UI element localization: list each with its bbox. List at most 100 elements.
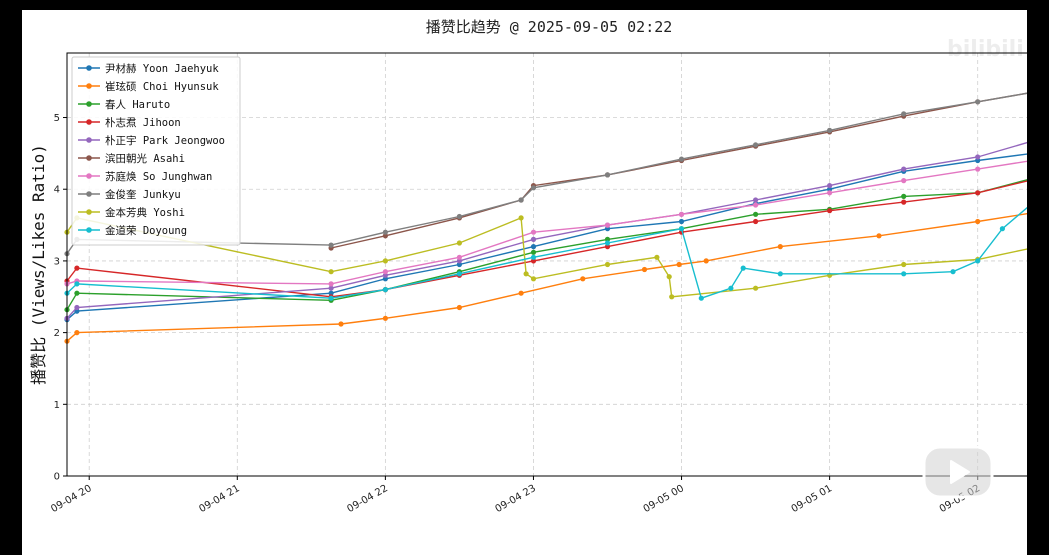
data-point [456, 213, 462, 220]
legend-marker [86, 155, 92, 161]
legend-marker [86, 173, 92, 179]
legend-label: 金道荣 Doyoung [105, 224, 187, 237]
data-point [676, 261, 682, 268]
data-point [382, 315, 388, 321]
y-tick-label: 4 [54, 185, 60, 196]
legend-label: 春人 Haruto [105, 99, 170, 111]
legend-box [71, 56, 241, 246]
data-point [74, 281, 80, 287]
series-5 [328, 92, 1027, 251]
series-line [66, 212, 1027, 342]
data-point [753, 202, 759, 208]
legend-marker [86, 191, 92, 197]
data-point [901, 199, 907, 205]
data-point [753, 285, 759, 291]
data-point [382, 233, 388, 239]
series-line [66, 92, 1027, 255]
data-point [753, 197, 759, 203]
data-point [74, 304, 80, 311]
data-point [975, 190, 981, 196]
data-point [678, 218, 685, 225]
data-point [753, 218, 759, 225]
data-point [328, 269, 334, 275]
data-point [530, 254, 537, 260]
data-point [975, 218, 981, 225]
data-point [456, 240, 462, 246]
data-point [382, 229, 388, 235]
data-point [338, 321, 344, 327]
data-point [328, 295, 334, 301]
data-point [382, 272, 388, 278]
x-tick-label: 09-04 21 [197, 483, 241, 515]
data-point [999, 226, 1006, 232]
data-point [382, 287, 388, 293]
series-6 [64, 160, 1027, 287]
plot-border [66, 52, 1027, 477]
legend-item: 金俊奎 Junkyu [78, 188, 181, 201]
legend-marker [86, 65, 92, 71]
data-point [827, 127, 833, 133]
data-point [901, 261, 907, 268]
series-1 [64, 212, 1027, 344]
data-point [530, 229, 537, 235]
data-point [456, 304, 462, 311]
data-point [328, 281, 334, 287]
legend-marker [86, 83, 92, 89]
legend: 尹材赫 Yoon Jaehyuk 崔玹硕 Choi Hyunsuk 春人 Harut… [71, 56, 241, 246]
data-point [901, 271, 907, 277]
legend-marker [86, 119, 92, 125]
data-point [901, 111, 907, 117]
data-point [827, 208, 833, 214]
data-point [827, 183, 833, 189]
y-tick-label: 0 [54, 472, 60, 483]
data-point [530, 276, 537, 282]
x-tick-label: 09-04 20 [49, 483, 93, 515]
data-point [518, 215, 524, 221]
data-point [530, 258, 537, 264]
legend-marker [86, 101, 92, 107]
data-point [382, 258, 388, 264]
watermark: bilibili [947, 37, 1024, 62]
legend-item: 春人 Haruto [78, 99, 170, 111]
legend-item: 朴志焄 Jihoon [78, 116, 181, 129]
data-point [604, 240, 611, 246]
data-point [530, 244, 537, 250]
data-point [456, 271, 462, 277]
play-button[interactable] [921, 435, 995, 501]
data-point [604, 222, 611, 228]
x-tick-label: 09-05 01 [790, 483, 834, 515]
data-point [975, 166, 981, 172]
legend-item: 尹材赫 Yoon Jaehyuk [78, 62, 219, 75]
data-point [530, 249, 537, 255]
y-tick-label: 5 [54, 113, 60, 124]
data-point [604, 226, 611, 232]
data-point [654, 254, 660, 260]
legend-item: 金道荣 Doyoung [78, 224, 187, 237]
chart: 播赞比趋势 @ 2025-09-05 02:22 bilibili 0 1 2 3 4 5… [29, 18, 1027, 515]
data-point [740, 265, 746, 271]
data-point [753, 142, 759, 148]
y-tick-label: 3 [54, 256, 60, 267]
data-point [518, 197, 524, 203]
data-point [950, 269, 956, 275]
x-tick-label: 09-05 00 [642, 483, 686, 515]
data-point [669, 294, 675, 300]
data-point [523, 271, 529, 277]
chart-frame: 播赞比趋势 @ 2025-09-05 02:22 bilibili 0 1 2 3 4 5… [22, 10, 1027, 555]
data-point [678, 156, 685, 162]
data-point [901, 166, 907, 172]
data-point [728, 285, 734, 291]
data-point [753, 211, 759, 217]
legend-marker [86, 209, 92, 215]
legend-label: 金俊奎 Junkyu [105, 188, 181, 201]
data-point [777, 244, 783, 250]
legend-marker [86, 137, 92, 143]
legend-item: 朴正宇 Park Jeongwoo [78, 134, 225, 147]
data-point [678, 211, 685, 217]
y-tick-label: 1 [54, 400, 60, 411]
data-point [604, 172, 611, 178]
chart-title: 播赞比趋势 @ 2025-09-05 02:22 [426, 18, 673, 36]
data-point [74, 290, 80, 296]
x-tick-label: 09-04 22 [345, 483, 389, 515]
legend-label: 朴志焄 Jihoon [105, 116, 181, 129]
